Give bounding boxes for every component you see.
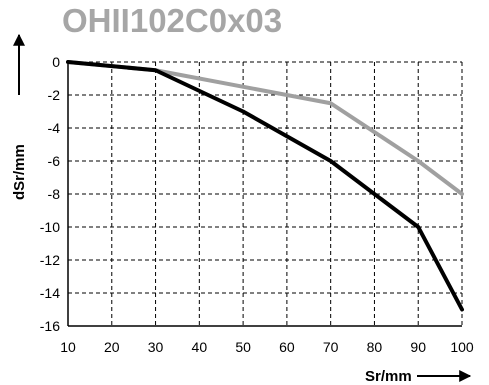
- y-tick-label: -16: [40, 318, 60, 334]
- x-tick-label: 100: [450, 339, 474, 355]
- x-tick-label: 70: [323, 339, 339, 355]
- y-axis-label: dSr/mm: [11, 144, 28, 200]
- x-tick-label: 80: [367, 339, 383, 355]
- y-tick-label: -12: [40, 252, 60, 268]
- x-tick-label: 40: [192, 339, 208, 355]
- x-axis-label: Sr/mm: [365, 368, 412, 385]
- y-tick-label: -14: [40, 285, 60, 301]
- x-tick-label: 50: [235, 339, 251, 355]
- y-tick-label: -2: [48, 87, 61, 103]
- x-tick-label: 10: [60, 339, 76, 355]
- y-tick-label: -10: [40, 219, 60, 235]
- series-group: [66, 60, 464, 312]
- tick-labels: 10 20 30 40 50 60 70 80 90 100 0 -2 -4 -6 -8 -10 -12 -14 -…: [40, 54, 474, 355]
- axes: [67, 61, 463, 327]
- chart-title: OHII102C0x03: [62, 2, 283, 39]
- x-tick-label: 90: [410, 339, 426, 355]
- x-tick-label: 60: [279, 339, 295, 355]
- y-tick-label: -4: [48, 120, 61, 136]
- x-tick-label: 20: [104, 339, 120, 355]
- series-line-0: [66, 60, 464, 312]
- y-tick-label: -6: [48, 153, 61, 169]
- y-tick-label: -8: [48, 186, 61, 202]
- y-tick-label: 0: [52, 54, 60, 70]
- grid: [68, 62, 462, 326]
- x-tick-label: 30: [148, 339, 164, 355]
